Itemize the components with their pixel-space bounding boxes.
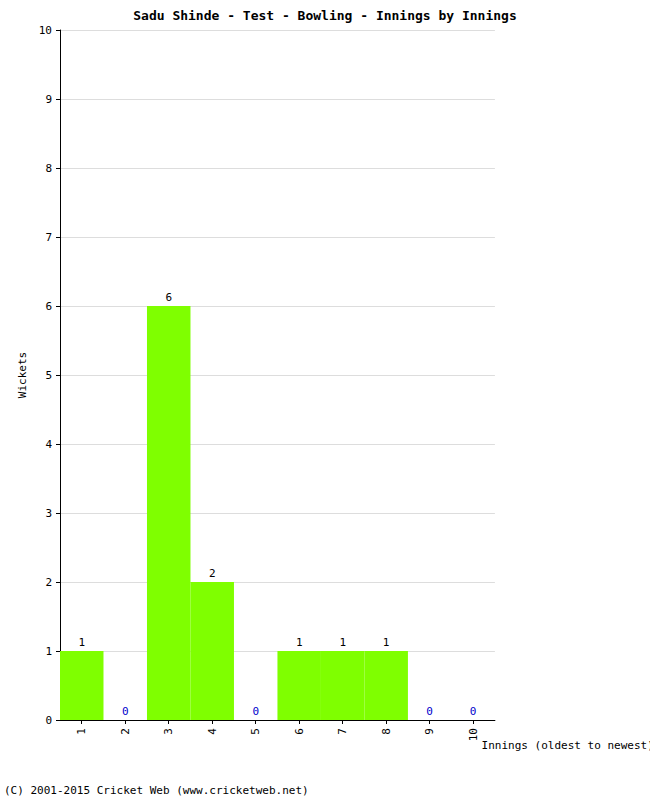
svg-text:2: 2 xyxy=(209,567,216,580)
svg-text:2: 2 xyxy=(119,728,132,735)
svg-text:6: 6 xyxy=(45,300,52,313)
svg-text:0: 0 xyxy=(122,705,129,718)
svg-text:1: 1 xyxy=(383,636,390,649)
svg-text:0: 0 xyxy=(470,705,477,718)
svg-text:Sadu Shinde - Test - Bowling -: Sadu Shinde - Test - Bowling - Innings b… xyxy=(133,8,517,23)
svg-text:Wickets: Wickets xyxy=(16,352,29,398)
svg-text:7: 7 xyxy=(336,728,349,735)
svg-text:0: 0 xyxy=(426,705,433,718)
svg-text:1: 1 xyxy=(78,636,85,649)
svg-text:6: 6 xyxy=(165,291,172,304)
svg-text:1: 1 xyxy=(75,728,88,735)
svg-text:5: 5 xyxy=(249,728,262,735)
svg-text:(C) 2001-2015 Cricket Web (www: (C) 2001-2015 Cricket Web (www.cricketwe… xyxy=(4,784,309,797)
svg-text:1: 1 xyxy=(45,645,52,658)
svg-text:10: 10 xyxy=(39,24,52,37)
svg-text:3: 3 xyxy=(162,728,175,735)
svg-text:1: 1 xyxy=(296,636,303,649)
svg-text:6: 6 xyxy=(293,728,306,735)
svg-text:Innings (oldest to newest): Innings (oldest to newest) xyxy=(482,739,650,752)
svg-text:2: 2 xyxy=(45,576,52,589)
svg-text:3: 3 xyxy=(45,507,52,520)
svg-text:0: 0 xyxy=(45,714,52,727)
svg-text:4: 4 xyxy=(45,438,52,451)
svg-text:0: 0 xyxy=(252,705,259,718)
svg-text:9: 9 xyxy=(45,93,52,106)
svg-text:7: 7 xyxy=(45,231,52,244)
svg-text:1: 1 xyxy=(339,636,346,649)
svg-text:5: 5 xyxy=(45,369,52,382)
svg-text:8: 8 xyxy=(45,162,52,175)
svg-text:4: 4 xyxy=(206,728,219,735)
svg-text:10: 10 xyxy=(467,728,480,741)
svg-text:9: 9 xyxy=(423,728,436,735)
svg-text:8: 8 xyxy=(380,728,393,735)
